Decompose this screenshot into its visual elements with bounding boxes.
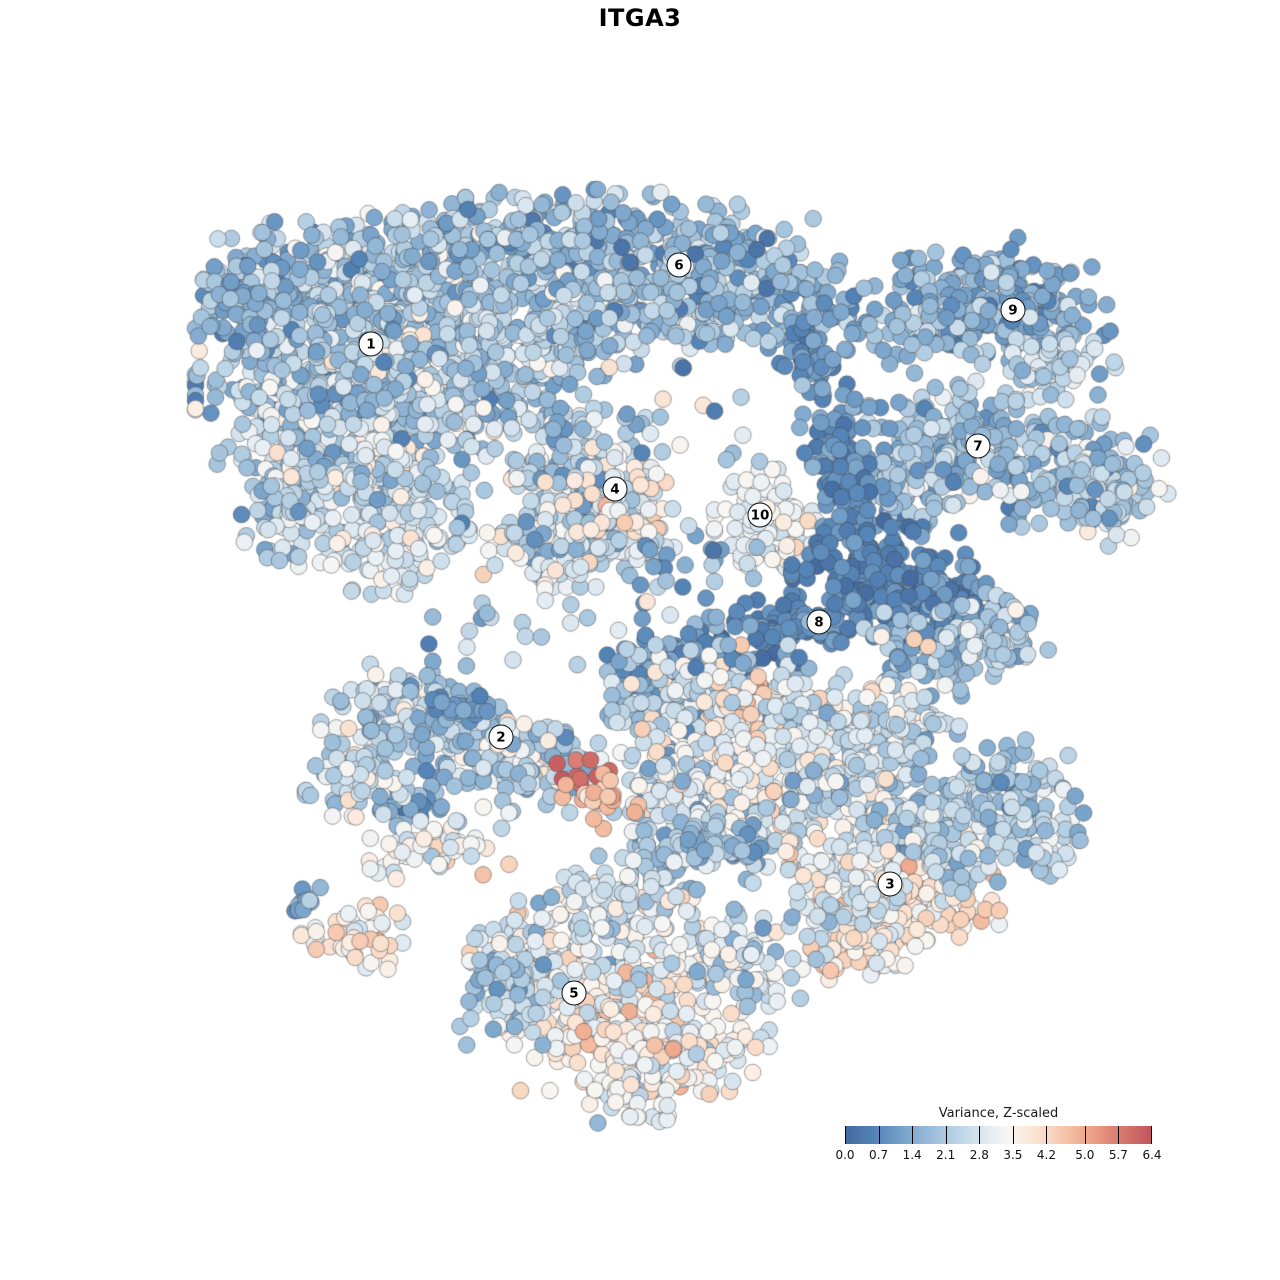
legend-tick-labels: 0.0 0.7 1.4 2.1 2.8 3.5 4.2 5.0 5.7 6.4: [835, 1148, 1161, 1163]
legend-tickmark: [1012, 1126, 1014, 1144]
legend-tick-label: 5.0: [1075, 1148, 1095, 1162]
colorbar-legend: Variance, Z-scaled 0.0 0.7 1.4 2.1 2.8 3.5 4.2…: [835, 1106, 1161, 1163]
legend-tick-label: 5.7: [1108, 1148, 1128, 1162]
cluster-label-1: 1: [358, 331, 384, 357]
legend-tickmark: [979, 1126, 981, 1144]
legend-colorbar: [845, 1126, 1152, 1144]
cluster-label-4: 4: [602, 476, 628, 502]
legend-tickmark: [845, 1126, 846, 1144]
legend-tickmark: [1084, 1126, 1086, 1144]
legend-tickmark: [945, 1126, 947, 1144]
cluster-label-7: 7: [965, 433, 991, 459]
legend-tick-label: 2.8: [969, 1148, 989, 1162]
cluster-label-3: 3: [877, 871, 903, 897]
legend-tick-label: 1.4: [902, 1148, 922, 1162]
legend-tick-label: 4.2: [1036, 1148, 1057, 1162]
cluster-label-6: 6: [666, 252, 692, 278]
legend-tick-label: 3.5: [1003, 1148, 1023, 1162]
cluster-label-9: 9: [1000, 297, 1026, 323]
legend-tick-label: 6.4: [1142, 1148, 1162, 1162]
cluster-label-2: 2: [488, 724, 514, 750]
legend-tickmark: [878, 1126, 880, 1144]
cluster-label-10: 10: [747, 502, 773, 528]
legend-title: Variance, Z-scaled: [938, 1106, 1059, 1121]
legend-tickmark: [1046, 1126, 1048, 1144]
legend-tickmark: [1118, 1126, 1120, 1144]
legend-tick-label: 0.0: [835, 1148, 855, 1162]
legend-tick-label: 2.1: [936, 1148, 956, 1162]
cluster-label-5: 5: [561, 980, 587, 1006]
cluster-label-8: 8: [806, 609, 832, 635]
legend-tickmark: [1151, 1126, 1152, 1144]
legend-tick-label: 0.7: [869, 1148, 889, 1162]
legend-tickmark: [912, 1126, 914, 1144]
